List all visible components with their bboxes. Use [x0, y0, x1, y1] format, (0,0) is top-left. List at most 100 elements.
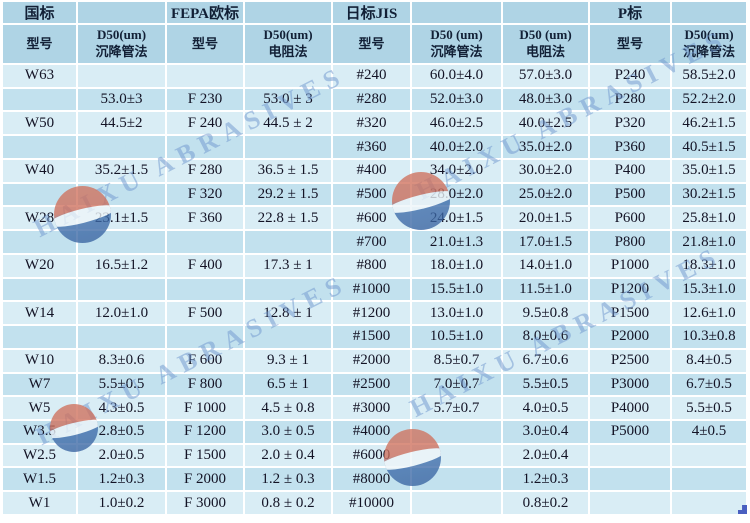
table-cell: [245, 136, 333, 160]
table-cell: #2500: [333, 373, 412, 398]
table-cell: [245, 278, 333, 303]
table-cell: [412, 421, 503, 445]
table-cell: [78, 231, 167, 255]
table-cell: 6.5 ± 1: [245, 373, 333, 398]
table-cell: 52.2±2.0: [672, 88, 750, 113]
table-row: W10 8.3±0.6 F 600 9.3 ± 1 #2000 8.5±0.7 6.7±0.…: [0, 349, 750, 374]
table-cell: W50: [0, 112, 78, 137]
table-cell: 15.5±1.0: [412, 278, 503, 303]
table-row: #1000 15.5±1.0 11.5±1.0 P1200 15.3±1.0: [0, 278, 750, 303]
table-cell: 4±0.5: [672, 421, 750, 445]
table-cell: W14: [0, 302, 78, 327]
table-cell: [412, 468, 503, 493]
table-cell: 8.5±0.7: [412, 349, 503, 374]
table-cell: F 800: [167, 373, 245, 398]
table-cell: 12.0±1.0: [78, 302, 167, 327]
table-row: W63 #240 60.0±4.0 57.0±3.0 P240 58.5±2.0: [0, 65, 750, 89]
resize-handle-icon[interactable]: [738, 505, 747, 514]
table-row: 53.0±3 F 230 53.0 ± 3 #280 52.0±3.0 48.0±3.0 P…: [0, 88, 750, 113]
col-header-gb-d50: D50(um) 沉降管法: [78, 25, 167, 65]
table-cell: 2.0±0.4: [503, 444, 590, 469]
col-header-jis-model: 型号: [333, 25, 412, 65]
table-cell: [590, 444, 672, 469]
table-row: W5 4.3±0.5 F 1000 4.5 ± 0.8 #3000 5.7±0.7 4.0±…: [0, 397, 750, 422]
table-cell: 5.5±0.5: [672, 397, 750, 422]
table-cell: P5000: [590, 421, 672, 445]
table-row: W2.5 2.0±0.5 F 1500 2.0 ± 0.4 #6000 2.0±0.4: [0, 444, 750, 469]
table-cell: [78, 183, 167, 208]
table-cell: 0.8±0.2: [503, 492, 590, 516]
table-cell: [590, 468, 672, 493]
table-cell: 1.0±0.2: [78, 492, 167, 516]
table-cell: F 230: [167, 88, 245, 113]
table-cell: 1.2±0.3: [78, 468, 167, 493]
table-row: W28 23.1±1.5 F 360 22.8 ± 1.5 #600 24.0±1.5 20…: [0, 207, 750, 232]
table-cell: 12.8 ± 1: [245, 302, 333, 327]
table-cell: 1.2±0.3: [503, 468, 590, 493]
table-cell: P240: [590, 65, 672, 89]
table-cell: W7: [0, 373, 78, 398]
table-cell: P2000: [590, 326, 672, 350]
table-cell: [167, 231, 245, 255]
table-cell: #360: [333, 136, 412, 160]
table-cell: [167, 326, 245, 350]
table-cell: 30.2±1.5: [672, 183, 750, 208]
table-cell: 44.5±2: [78, 112, 167, 137]
table-row: W50 44.5±2 F 240 44.5 ± 2 #320 46.0±2.5 40.0±2…: [0, 112, 750, 137]
table-cell: 40.0±2.5: [503, 112, 590, 137]
table-cell: [245, 65, 333, 89]
table-cell: [78, 278, 167, 303]
table-cell: F 320: [167, 183, 245, 208]
table-cell: 10.5±1.0: [412, 326, 503, 350]
table-cell: #700: [333, 231, 412, 255]
table-cell: 6.7±0.5: [672, 373, 750, 398]
table-cell: P800: [590, 231, 672, 255]
table-cell: [245, 326, 333, 350]
table-cell: F 1000: [167, 397, 245, 422]
table-cell: 18.0±1.0: [412, 254, 503, 279]
table-cell: 9.3 ± 1: [245, 349, 333, 374]
table-body: W63 #240 60.0±4.0 57.0±3.0 P240 58.5±2.0 53.0±…: [0, 65, 750, 516]
table-cell: 35.0±1.5: [672, 159, 750, 184]
table-cell: W2.5: [0, 444, 78, 469]
table-cell: 35.0±2.0: [503, 136, 590, 160]
table-cell: #800: [333, 254, 412, 279]
table-cell: #1000: [333, 278, 412, 303]
table-cell: W40: [0, 159, 78, 184]
col-header-p-model: 型号: [590, 25, 672, 65]
table-cell: 17.0±1.5: [503, 231, 590, 255]
table-row: W14 12.0±1.0 F 500 12.8 ± 1 #1200 13.0±1.0 9.5…: [0, 302, 750, 327]
col-header-jis-d50-res: D50 (um) 电阻法: [503, 25, 590, 65]
table-cell: [412, 444, 503, 469]
table-cell: 6.7±0.6: [503, 349, 590, 374]
table-cell: 5.5±0.5: [503, 373, 590, 398]
table-cell: [167, 65, 245, 89]
table-cell: 4.3±0.5: [78, 397, 167, 422]
group-header-blank-5: [672, 0, 750, 25]
table-cell: 5.5±0.5: [78, 373, 167, 398]
table-cell: 8.0±0.6: [503, 326, 590, 350]
group-header-blank-4: [503, 0, 590, 25]
table-cell: #500: [333, 183, 412, 208]
table-cell: P2500: [590, 349, 672, 374]
table-cell: 12.6±1.0: [672, 302, 750, 327]
table-cell: W5: [0, 397, 78, 422]
table-row: #700 21.0±1.3 17.0±1.5 P800 21.8±1.0: [0, 231, 750, 255]
table-row: W7 5.5±0.5 F 800 6.5 ± 1 #2500 7.0±0.7 5.5±0.5…: [0, 373, 750, 398]
table-cell: 57.0±3.0: [503, 65, 590, 89]
table-cell: 36.5 ± 1.5: [245, 159, 333, 184]
table-cell: [590, 492, 672, 516]
table-cell: #3000: [333, 397, 412, 422]
table-cell: [672, 444, 750, 469]
col-header-fepa-model: 型号: [167, 25, 245, 65]
table-row: #360 40.0±2.0 35.0±2.0 P360 40.5±1.5: [0, 136, 750, 160]
table-cell: 53.0±3: [78, 88, 167, 113]
table-cell: W3.5: [0, 421, 78, 445]
table-row: W1 1.0±0.2 F 3000 0.8 ± 0.2 #10000 0.8±0.2: [0, 492, 750, 516]
table-cell: F 2000: [167, 468, 245, 493]
table-cell: 20.0±1.5: [503, 207, 590, 232]
table-cell: #400: [333, 159, 412, 184]
table-cell: [0, 88, 78, 113]
